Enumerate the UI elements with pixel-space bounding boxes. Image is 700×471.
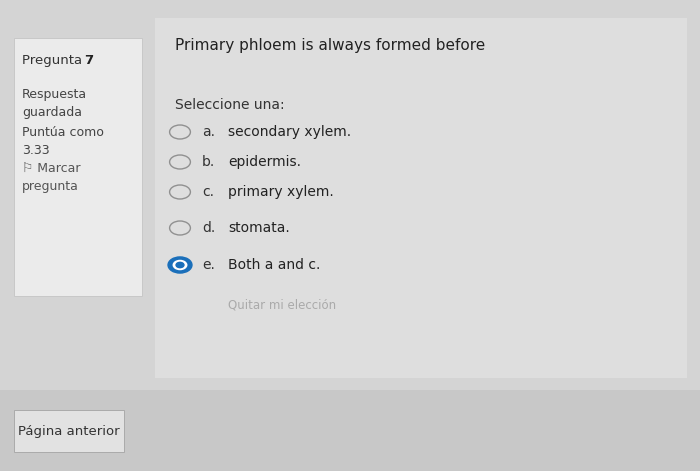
Text: a.: a. [202,125,215,139]
Text: e.: e. [202,258,215,272]
Text: Quitar mi elección: Quitar mi elección [228,299,336,311]
Text: c.: c. [202,185,214,199]
Text: d.: d. [202,221,216,235]
Text: Seleccione una:: Seleccione una: [175,98,285,112]
Circle shape [176,262,184,268]
Text: Puntúa como
3.33: Puntúa como 3.33 [22,126,104,157]
Text: secondary xylem.: secondary xylem. [228,125,351,139]
FancyBboxPatch shape [14,410,124,452]
Text: 7: 7 [84,54,93,67]
Text: stomata.: stomata. [228,221,290,235]
Text: Primary phloem is always formed before: Primary phloem is always formed before [175,38,485,53]
Circle shape [168,257,192,273]
Circle shape [173,260,187,269]
Text: epidermis.: epidermis. [228,155,301,169]
Text: primary xylem.: primary xylem. [228,185,334,199]
Text: Both a and c.: Both a and c. [228,258,321,272]
Text: ⚐ Marcar
pregunta: ⚐ Marcar pregunta [22,162,80,193]
FancyBboxPatch shape [0,390,700,471]
Text: b.: b. [202,155,216,169]
Text: Pregunta: Pregunta [22,54,86,67]
Text: Página anterior: Página anterior [18,424,120,438]
FancyBboxPatch shape [155,18,687,378]
FancyBboxPatch shape [14,38,142,296]
Text: Respuesta
guardada: Respuesta guardada [22,88,87,119]
